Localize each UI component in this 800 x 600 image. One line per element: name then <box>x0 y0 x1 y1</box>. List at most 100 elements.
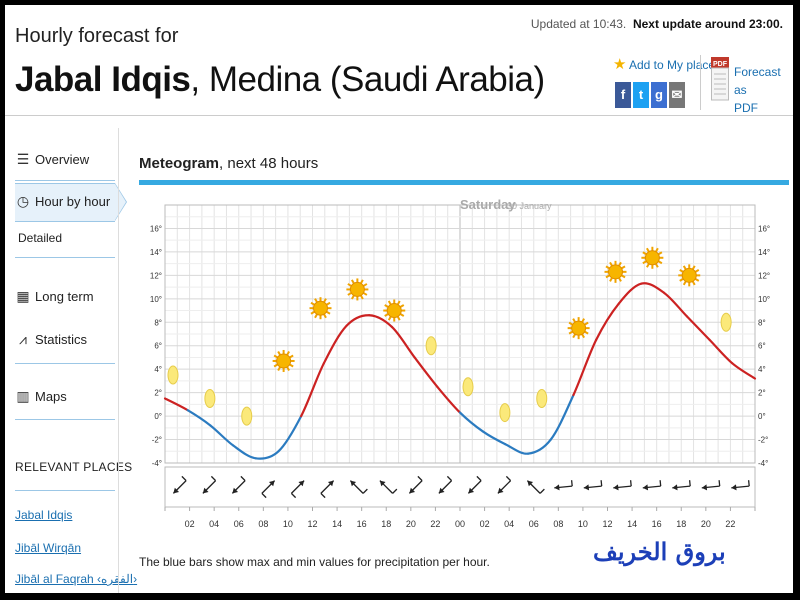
x-tick-label: 10 <box>283 519 293 529</box>
add-to-my-places-link[interactable]: Add to My places <box>629 58 722 72</box>
wind-arrow-head <box>202 487 209 494</box>
wind-arrow-icon <box>526 480 545 494</box>
moon-shape <box>204 389 216 408</box>
y-tick-label-left: 16° <box>150 224 162 233</box>
pdf-icon[interactable]: PDF <box>711 57 729 101</box>
wind-arrow-head <box>583 484 590 491</box>
sidebar-item-statistics[interactable]: ⩘ Statistics <box>15 331 87 348</box>
sun-disc <box>681 267 697 283</box>
wind-arrow-barb <box>240 475 246 482</box>
wind-arrow-barb <box>290 492 297 499</box>
wind-arrow-icon <box>290 480 305 499</box>
sun-icon <box>272 349 295 372</box>
moon-shape <box>720 312 732 332</box>
forecast-pdf-link[interactable]: Forecast as PDF <box>734 63 793 117</box>
sidebar-divider <box>15 257 115 258</box>
wind-arrow-icon <box>672 480 691 491</box>
wind-arrow-barb <box>181 475 187 482</box>
sidebar-border <box>118 128 119 593</box>
relevant-place-link[interactable]: Jibāl al Faqrah ‹الفقره› <box>15 572 138 586</box>
star-icon[interactable]: ★ <box>613 56 627 73</box>
sidebar-divider <box>15 490 115 491</box>
clock-icon: ◷ <box>16 193 30 209</box>
wind-arrow-barb <box>688 480 691 487</box>
y-tick-label-right: 4° <box>758 365 766 374</box>
sidebar-item-long-term[interactable]: ▦ Long term <box>15 288 93 305</box>
wind-arrow-head <box>409 487 416 494</box>
calendar-icon: ▦ <box>16 288 30 304</box>
wind-arrow-icon <box>613 480 632 491</box>
place-name: Jabal Idqis <box>15 60 191 99</box>
google-plus-icon[interactable]: g <box>651 82 667 108</box>
forecast-pdf-line1: Forecast as <box>734 65 781 97</box>
x-tick-label: 14 <box>332 519 342 529</box>
moon-icon <box>720 312 732 332</box>
sidebar-item-detailed[interactable]: Detailed <box>18 231 63 245</box>
moon-icon <box>462 377 474 397</box>
sidebar-item-label: Maps <box>35 389 67 404</box>
moon-icon <box>167 365 179 385</box>
sidebar-item-hour-by-hour[interactable]: ◷ Hour by hour <box>15 193 110 210</box>
wind-arrow-barb <box>505 475 512 482</box>
temperature-segment <box>345 314 371 327</box>
x-tick-label: 08 <box>553 519 563 529</box>
temperature-segment <box>231 444 257 460</box>
wind-arrow-barb <box>600 480 603 487</box>
temperature-segment <box>186 409 212 427</box>
temperature-segment <box>572 338 598 397</box>
wind-arrow-icon <box>202 475 217 494</box>
wind-arrow-barb <box>659 480 662 487</box>
y-tick-label-right: 2° <box>758 389 766 398</box>
twitter-icon[interactable]: t <box>633 82 649 108</box>
list-icon: ☰ <box>16 151 30 167</box>
update-info: Updated at 10:43. Next update around 23:… <box>531 17 783 31</box>
temperature-segment <box>368 314 394 329</box>
wind-arrow-icon <box>172 475 187 494</box>
wind-arrow-icon <box>731 480 750 491</box>
wind-arrow-barb <box>539 488 545 494</box>
wind-arrow-barb <box>718 480 721 487</box>
email-icon[interactable]: ✉ <box>669 82 685 108</box>
x-tick-label: 06 <box>529 519 539 529</box>
sidebar-item-label: Statistics <box>35 332 88 347</box>
relevant-place-link[interactable]: Jibāl Wirqān <box>15 541 82 555</box>
sun-icon <box>346 278 369 301</box>
sun-disc <box>608 264 623 280</box>
sidebar-item-overview[interactable]: ☰ Overview <box>15 151 89 168</box>
wind-arrow-head <box>173 487 180 494</box>
temperature-segment <box>458 411 484 433</box>
x-tick-label: 00 <box>455 519 465 529</box>
plot-frame <box>164 204 756 464</box>
moon-shape <box>167 365 179 385</box>
sidebar-divider <box>15 180 115 181</box>
sun-icon <box>309 297 332 320</box>
meteogram-accent-bar <box>139 180 789 185</box>
relevant-place-link[interactable]: Jabal Idqis <box>15 508 73 522</box>
temperature-segment <box>526 438 552 455</box>
weather-icons <box>167 246 732 426</box>
temperature-segment <box>322 324 348 365</box>
wind-arrow-barb <box>476 475 482 482</box>
x-tick-label: 08 <box>258 519 268 529</box>
y-tick-label-right: 16° <box>758 224 770 233</box>
y-tick-label-right: -2° <box>758 436 768 445</box>
wind-arrow-barb <box>362 488 368 494</box>
x-tick-label: 04 <box>209 519 219 529</box>
temperature-segment <box>436 385 462 414</box>
y-tick-label-left: -2° <box>152 436 162 445</box>
temperature-segment <box>640 282 666 295</box>
sun-icon <box>604 260 627 283</box>
wind-row-frame <box>164 466 756 508</box>
wind-arrow-head <box>497 487 504 494</box>
temperature-segment <box>731 362 757 380</box>
wind-arrow-head <box>527 480 534 487</box>
sidebar-active-arrow-fill <box>115 184 126 220</box>
wind-arrow-head <box>642 484 649 491</box>
facebook-icon[interactable]: f <box>615 82 631 108</box>
day-label: Saturday 30 January <box>460 197 552 212</box>
wind-arrow-icon <box>701 480 721 491</box>
wind-arrow-icon <box>408 475 423 494</box>
wind-arrow-barb <box>417 475 423 482</box>
moon-shape <box>241 406 253 426</box>
sidebar-item-maps[interactable]: ▥ Maps <box>15 388 67 405</box>
